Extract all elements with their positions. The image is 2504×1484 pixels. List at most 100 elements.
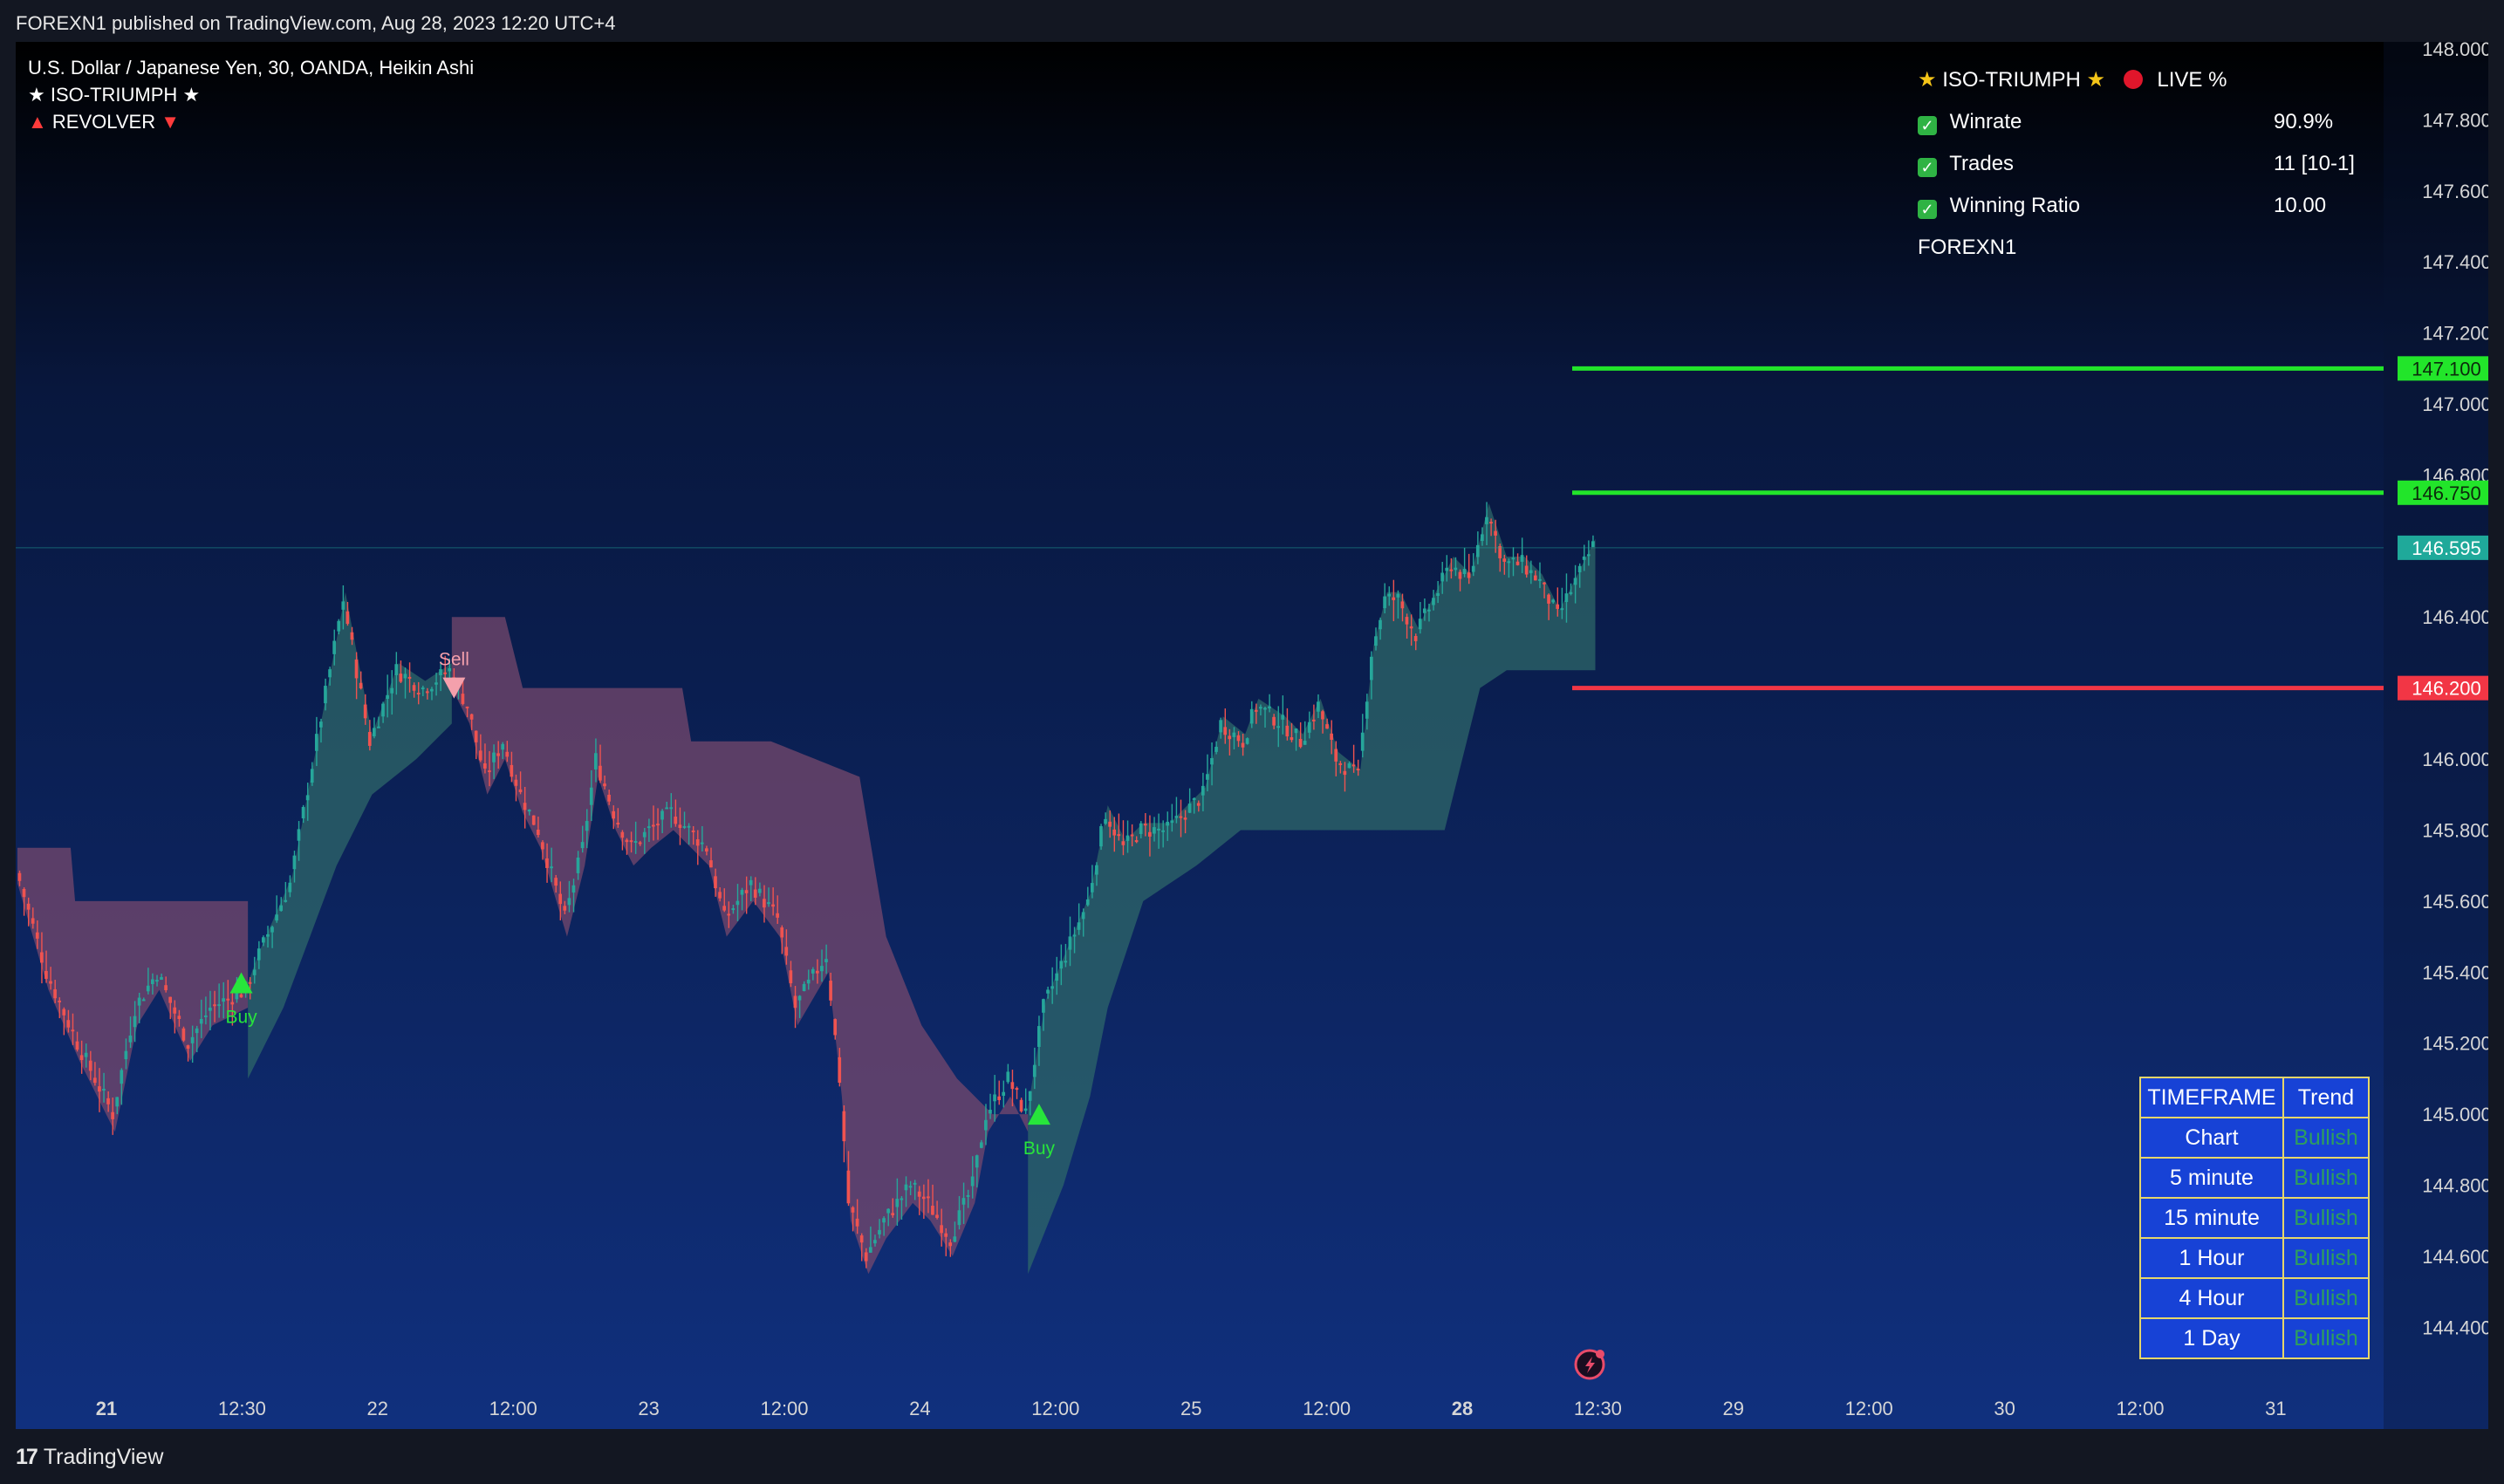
bull-candle: [904, 1176, 908, 1207]
trend-cell: Bullish: [2282, 1197, 2370, 1239]
bear-candle: [186, 1044, 190, 1062]
candle-body: [660, 810, 664, 820]
bear-candle: [829, 972, 832, 1007]
bear-candle: [789, 961, 793, 988]
candle-body: [1485, 516, 1488, 524]
bear-candle: [652, 805, 655, 841]
candle-body: [1028, 1091, 1032, 1101]
bull-candle: [403, 667, 407, 699]
bull-candle: [895, 1178, 900, 1227]
bull-candle: [199, 999, 203, 1038]
candle-body: [731, 908, 735, 911]
candle-body: [567, 898, 571, 906]
candle-body: [612, 810, 615, 819]
candle-body: [262, 937, 265, 943]
bear-candle: [88, 1050, 92, 1081]
chart-area[interactable]: Buy Sell Buy 148.000 147.800 147.600 147.400 1…: [16, 42, 2488, 1429]
candle-body: [26, 903, 31, 910]
bull-candle: [1511, 547, 1515, 577]
bull-candle: [1174, 797, 1179, 824]
bear-candle: [1330, 720, 1333, 755]
candle-body: [239, 994, 243, 998]
bear-candle: [558, 881, 563, 920]
bull-candle: [735, 884, 740, 921]
bear-candle: [603, 775, 606, 790]
bull-candle: [740, 887, 744, 911]
bull-candle: [669, 793, 674, 828]
bear-candle: [22, 887, 26, 916]
bull-candle: [900, 1195, 904, 1221]
bull-candle: [1427, 603, 1431, 622]
price-tick-label: 146.400: [2422, 606, 2488, 628]
bull-candle: [492, 744, 496, 780]
bull-candle: [252, 956, 257, 984]
candle-body: [421, 687, 425, 690]
bear-candle: [363, 694, 367, 725]
bear-candle: [425, 687, 429, 700]
candle-body: [213, 1004, 216, 1007]
candle-body: [718, 892, 722, 899]
candle-body: [1396, 593, 1400, 598]
bolt-icon[interactable]: [1574, 1349, 1605, 1380]
bull-candle: [1586, 540, 1591, 566]
buy-label: Buy: [225, 1007, 257, 1027]
bear-candle: [514, 774, 518, 802]
candle-body: [824, 959, 828, 962]
timeframe-cell: 15 minute: [2139, 1197, 2284, 1239]
timeframe-table: TIMEFRAME Trend Chart Bullish 5 minute B…: [2139, 1077, 2370, 1359]
bull-candle: [1153, 817, 1156, 842]
candle-body: [443, 672, 447, 674]
bear-candle: [842, 1104, 846, 1163]
bear-candle: [1223, 708, 1228, 744]
bull-candle: [1081, 908, 1085, 937]
candle-body: [53, 988, 57, 999]
candle-body: [1002, 1091, 1006, 1097]
table-row: 1 Hour Bullish: [2139, 1237, 2370, 1279]
symbol-title[interactable]: U.S. Dollar / Japanese Yen, 30, OANDA, H…: [28, 57, 475, 79]
bear-candle: [226, 980, 230, 1015]
indicator-iso-triumph[interactable]: ★ ISO-TRIUMPH ★: [28, 81, 474, 108]
candle-body: [709, 860, 713, 868]
sell-signal: Sell: [439, 650, 469, 699]
candle-body: [230, 1002, 235, 1005]
price-tick-label: 145.400: [2422, 961, 2488, 983]
bear-candle: [66, 1009, 71, 1033]
last-price-tag: 146.595: [2398, 535, 2488, 560]
candle-body: [332, 640, 336, 654]
candle-body: [478, 750, 482, 761]
bull-candle: [665, 802, 668, 810]
candle-body: [1462, 569, 1467, 574]
bull-cloud: [1028, 503, 1596, 1275]
bull-candle: [873, 1234, 877, 1247]
candle-body: [1050, 986, 1054, 989]
bear-candle: [718, 887, 722, 902]
candle-body: [1551, 599, 1555, 603]
bear-candle: [695, 830, 700, 865]
candle-body: [510, 764, 514, 777]
candle-body: [469, 714, 474, 720]
indicator-revolver[interactable]: ▲ REVOLVER ▼: [28, 108, 474, 135]
timeframe-cell: 1 Day: [2139, 1317, 2284, 1359]
price-tag-label: 146.750: [2412, 482, 2481, 504]
bear-candle: [31, 907, 35, 929]
tradingview-logo[interactable]: 17 TradingView: [16, 1445, 163, 1470]
bear-candle: [1112, 817, 1117, 852]
bear-candle: [111, 1098, 114, 1135]
candle-body: [541, 842, 544, 850]
candle-body: [563, 906, 567, 911]
bull-candle: [1564, 573, 1569, 623]
candle-body: [195, 1028, 199, 1034]
bull-candle: [1538, 562, 1542, 589]
price-axis-bg: [2384, 42, 2488, 1429]
candle-body: [970, 1176, 975, 1187]
chart-legend: U.S. Dollar / Japanese Yen, 30, OANDA, H…: [28, 54, 474, 135]
candle-body: [904, 1184, 908, 1191]
bear-candle: [638, 840, 642, 846]
candle-body: [141, 999, 146, 1002]
time-tick-label: 29: [1723, 1398, 1744, 1419]
stat-row-trades: ✓ Trades 11 [10-1]: [1918, 143, 2389, 185]
price-tag-bg: [2398, 356, 2488, 381]
bull-candle: [731, 904, 735, 914]
candle-body: [1153, 827, 1156, 834]
